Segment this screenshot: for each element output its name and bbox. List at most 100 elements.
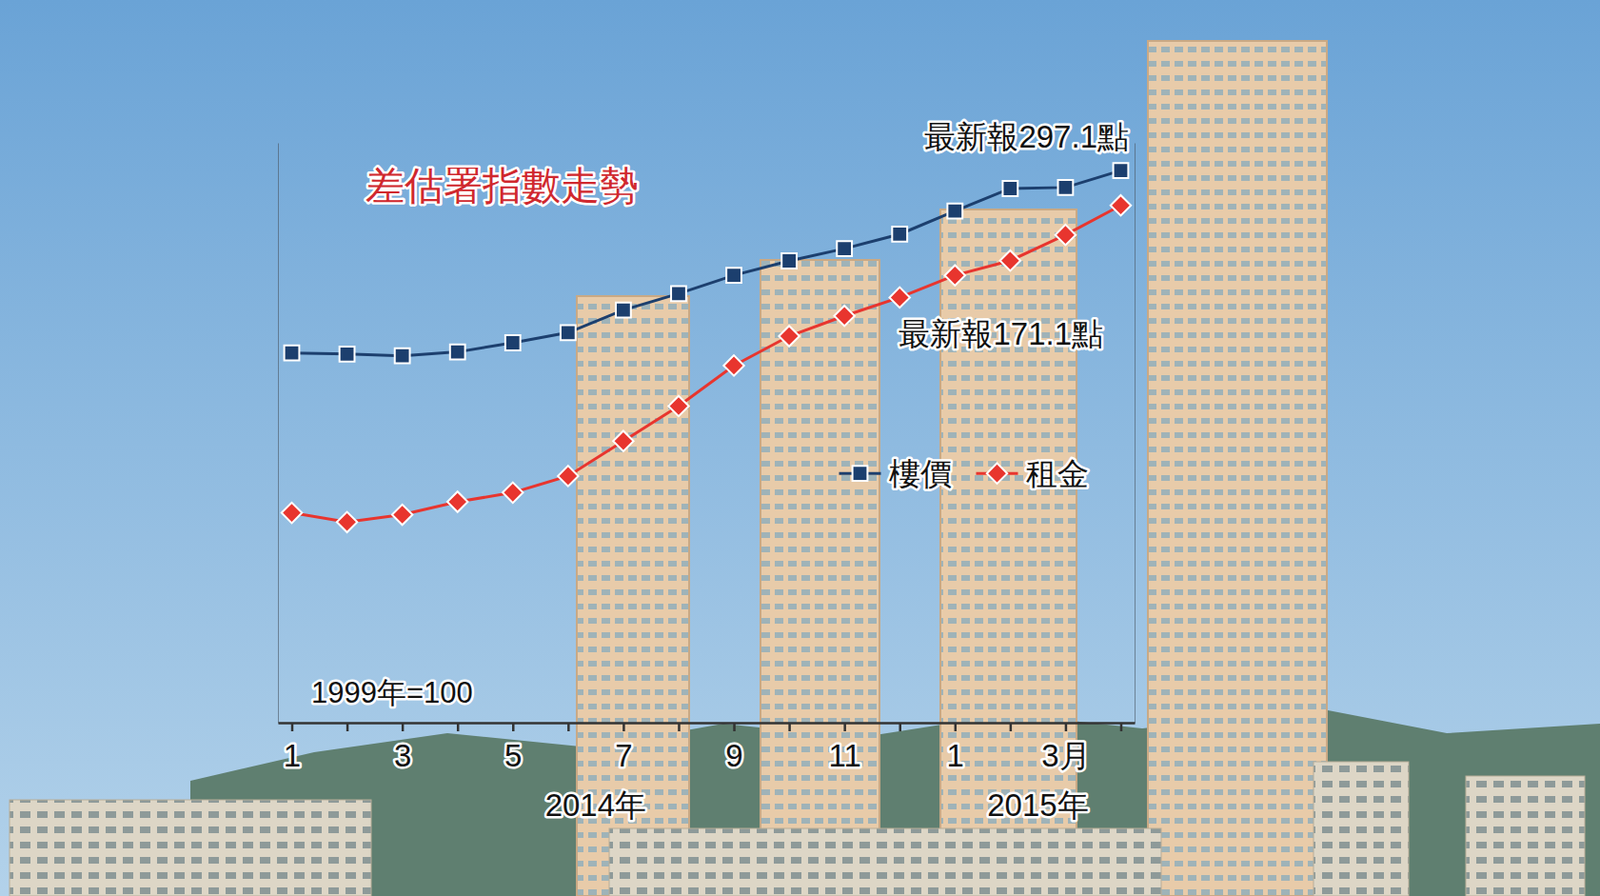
series-marker [723, 355, 744, 376]
legend: 樓價 租金 [839, 455, 1089, 492]
building [609, 828, 1162, 896]
series-marker [671, 285, 687, 301]
background [0, 0, 1600, 896]
building [760, 259, 880, 896]
x-tick: 11 [829, 722, 862, 773]
series-marker [945, 264, 966, 285]
series-marker [668, 395, 689, 416]
x-tick [1009, 722, 1011, 731]
series-marker [392, 504, 413, 525]
x-tick-label: 7 [614, 737, 633, 773]
legend-item: 樓價 [839, 455, 952, 492]
series-marker [557, 465, 578, 486]
x-tick-label: 3月 [1041, 737, 1090, 773]
x-tick-label: 1 [283, 737, 301, 773]
series-marker [778, 325, 799, 346]
annotation: 最新報171.1點 [898, 316, 1104, 352]
x-tick [568, 722, 570, 731]
x-tick-mark [732, 722, 736, 731]
x-tick [1120, 722, 1122, 731]
series-marker [502, 482, 523, 503]
x-tick-label: 11 [829, 737, 862, 773]
series-marker [447, 491, 468, 512]
series-marker [284, 345, 300, 361]
series-marker [615, 302, 632, 318]
series-marker [395, 348, 411, 364]
x-tick [899, 722, 901, 731]
y-axis-line [277, 143, 279, 724]
x-tick-mark [456, 722, 460, 731]
x-tick-mark [291, 722, 295, 731]
x-tick-mark [1120, 722, 1124, 731]
series-marker [889, 287, 910, 308]
x-tick-mark [954, 722, 958, 731]
annotation: 1999年=100 [311, 675, 474, 710]
x-group-label: 2014年 [545, 787, 647, 823]
y2-axis-line [1134, 143, 1136, 724]
series-marker [612, 430, 633, 451]
x-tick-label: 9 [725, 737, 743, 773]
series-marker [1110, 195, 1131, 216]
x-axis-line [278, 721, 1136, 725]
x-tick-mark [346, 722, 350, 731]
x-tick-mark [1009, 722, 1013, 731]
plot-area [281, 162, 1131, 533]
x-group-label: 2015年 [987, 787, 1088, 823]
legend-marker [852, 465, 869, 481]
series-marker [947, 203, 963, 219]
series-marker [281, 502, 302, 523]
x-tick-mark [512, 722, 515, 731]
y-axis [277, 143, 279, 724]
x-tick-label: 3 [394, 737, 412, 773]
series-marker [891, 226, 908, 242]
x-tick-mark [622, 722, 626, 731]
building [1313, 761, 1409, 896]
x-tick-mark [677, 722, 681, 731]
series-marker [1000, 250, 1021, 271]
building [9, 799, 372, 896]
series-marker [1002, 180, 1018, 197]
legend-label: 租金 [1026, 455, 1089, 492]
x-axis: 135791113月 [278, 722, 1136, 773]
series-marker [339, 346, 356, 362]
sky [0, 0, 1600, 896]
x-tick: 1 [283, 722, 301, 773]
x-tick-mark [898, 722, 902, 731]
series-marker [833, 305, 854, 326]
x-tick-mark [1065, 722, 1068, 731]
legend-item: 租金 [976, 455, 1089, 492]
series-marker [450, 344, 466, 360]
chart: 135791113月2014年2015年差估署指數走勢最新報297.1點最新報1… [0, 0, 1600, 896]
x-tick: 5 [504, 722, 522, 773]
x-tick [457, 722, 459, 731]
annotation: 最新報297.1點 [924, 118, 1129, 155]
series-marker [836, 240, 852, 257]
series-marker [560, 324, 576, 340]
x-tick: 7 [614, 722, 633, 773]
x-tick: 3 [394, 722, 412, 773]
x-tick-label: 1 [947, 737, 965, 773]
x-tick [347, 722, 349, 731]
building [1465, 775, 1585, 896]
x-tick: 3月 [1041, 722, 1090, 773]
hill [190, 709, 1600, 896]
x-tick-mark [788, 722, 791, 731]
series-marker [505, 335, 521, 351]
x-tick: 1 [947, 722, 965, 773]
series-marker [1055, 224, 1076, 245]
series-marker [726, 267, 742, 283]
y2-axis [1134, 143, 1136, 724]
series-line [292, 205, 1122, 523]
building [1147, 40, 1327, 896]
x-tick-mark [567, 722, 571, 731]
series-marker [1058, 179, 1074, 196]
x-tick-label: 5 [504, 737, 522, 773]
x-tick [789, 722, 791, 731]
series-marker [336, 512, 357, 533]
x-tick-mark [843, 722, 847, 731]
title: 差估署指數走勢 [365, 163, 639, 208]
x-tick-mark [401, 722, 405, 731]
series-marker [1113, 162, 1129, 178]
x-tick: 9 [725, 722, 743, 773]
series-marker [781, 253, 797, 269]
